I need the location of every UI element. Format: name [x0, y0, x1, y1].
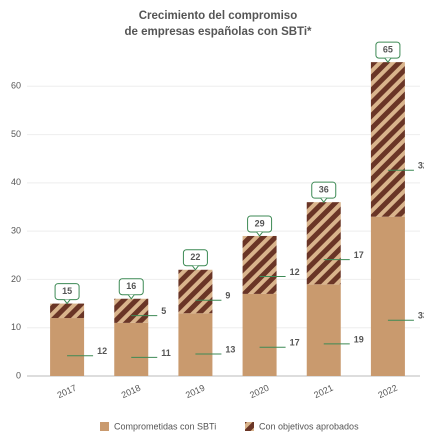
bar-segment — [306, 284, 341, 376]
bar-segment — [114, 298, 149, 323]
callout-tip — [256, 231, 263, 237]
total-label: 65 — [383, 45, 393, 55]
bar-segment — [178, 269, 213, 314]
y-tick-label: 40 — [11, 177, 21, 187]
bar-segment — [242, 293, 277, 376]
y-tick-label: 0 — [16, 370, 21, 380]
bar-segment — [114, 322, 149, 376]
y-tick-label: 50 — [11, 129, 21, 139]
callout-tip — [63, 299, 71, 305]
data-label: 17 — [290, 338, 300, 348]
bar-segment — [370, 62, 405, 217]
x-tick-label: 2019 — [184, 383, 206, 401]
data-label: 9 — [225, 291, 230, 301]
y-tick-label: 20 — [11, 274, 21, 284]
bar-segment — [50, 318, 85, 376]
x-tick-label: 2018 — [120, 383, 142, 401]
legend-swatch — [100, 422, 109, 431]
y-tick-label: 30 — [11, 226, 21, 236]
legend-label: Comprometidas con SBTi — [114, 421, 216, 431]
chart-title: Crecimiento del compromiso — [139, 10, 297, 22]
data-label: 12 — [97, 346, 107, 356]
callout-tip — [127, 294, 135, 300]
data-label: 11 — [161, 348, 171, 358]
total-label: 36 — [319, 185, 329, 195]
data-label: 5 — [161, 306, 166, 316]
callout-tip — [192, 265, 199, 271]
x-tick-label: 2022 — [376, 383, 398, 401]
bar-segment — [242, 235, 277, 294]
data-label: 13 — [225, 344, 235, 354]
total-label: 29 — [255, 218, 265, 228]
bar-segment — [370, 216, 405, 376]
bar-segment — [178, 313, 213, 376]
data-label: 19 — [354, 334, 364, 344]
data-label: 17 — [354, 250, 364, 260]
x-tick-label: 2020 — [248, 383, 270, 401]
bar-segment — [306, 202, 341, 285]
data-label: 12 — [290, 267, 300, 277]
y-tick-label: 10 — [11, 322, 21, 332]
x-tick-label: 2021 — [312, 383, 334, 401]
y-tick-label: 60 — [11, 81, 21, 91]
total-label: 16 — [126, 281, 136, 291]
chart-subtitle: de empresas españolas con SBTi* — [124, 26, 312, 38]
callout-tip — [320, 197, 328, 204]
legend-label: Con objetivos aprobados — [259, 421, 359, 431]
data-label: 33 — [418, 311, 424, 321]
total-label: 22 — [190, 252, 200, 262]
legend-swatch — [245, 422, 254, 431]
data-label: 32 — [418, 161, 424, 171]
x-tick-label: 2017 — [56, 383, 78, 401]
callout-tip — [384, 57, 392, 63]
total-label: 15 — [62, 286, 72, 296]
bar-segment — [50, 303, 85, 319]
